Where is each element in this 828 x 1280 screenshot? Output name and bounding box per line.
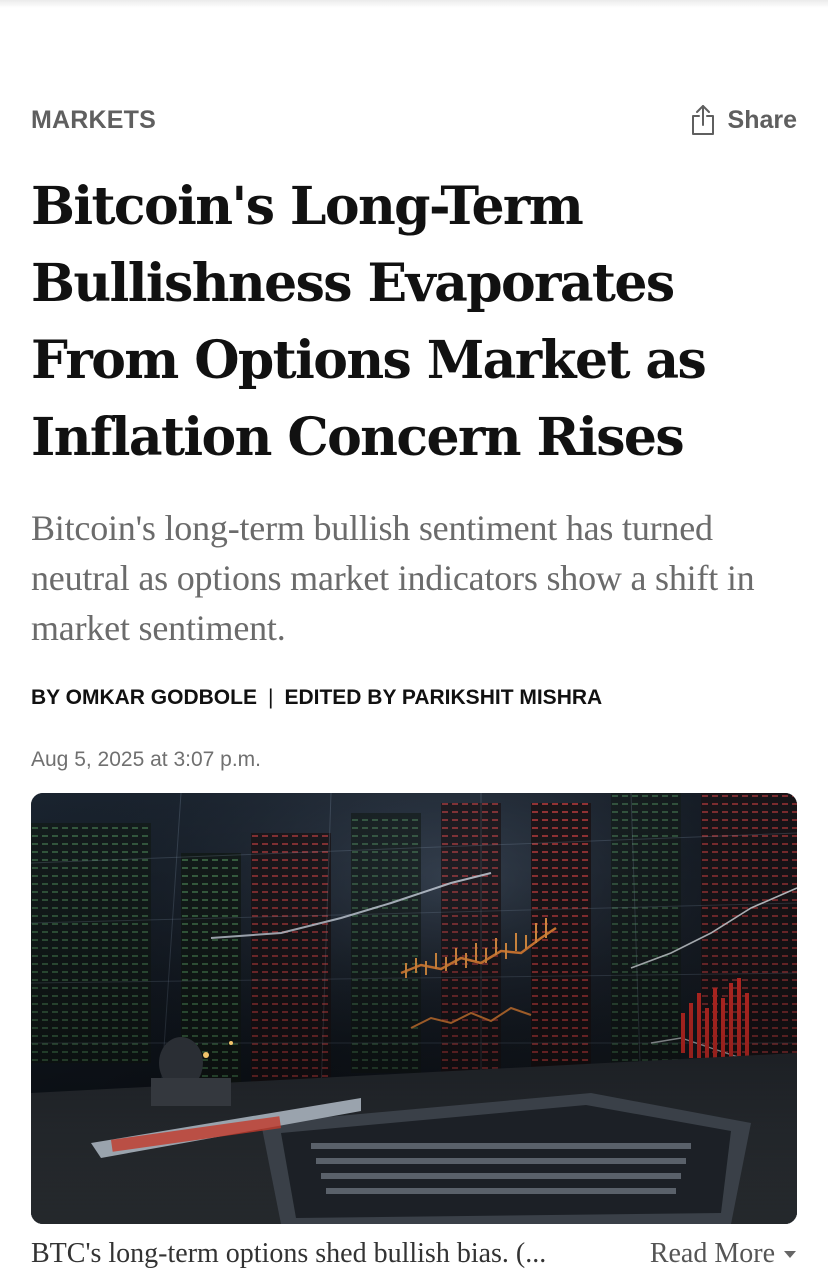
read-more-button[interactable]: Read More — [650, 1238, 797, 1270]
section-label[interactable]: MARKETS — [31, 105, 157, 134]
byline: BY OMKAR GODBOLE | EDITED BY PARIKSHIT M… — [31, 686, 801, 710]
share-label: Share — [727, 105, 797, 134]
author-byline[interactable]: BY OMKAR GODBOLE — [31, 686, 257, 709]
headline: Bitcoin's Long-Term Bullishness Evaporat… — [31, 176, 707, 468]
hero-image[interactable] — [31, 793, 797, 1224]
article-header: MARKETS Share — [31, 100, 797, 140]
share-button[interactable]: Share — [690, 104, 797, 136]
read-more-label: Read More — [649, 1238, 775, 1269]
editor-byline[interactable]: EDITED BY PARIKSHIT MISHRA — [284, 686, 603, 709]
top-shadow — [0, 0, 828, 8]
byline-separator: | — [267, 686, 274, 709]
image-caption: BTC's long-term options shed bullish bia… — [31, 1238, 547, 1269]
trading-screens-illustration — [31, 793, 797, 1224]
caret-down-icon — [784, 1251, 796, 1258]
share-icon — [691, 105, 714, 135]
image-caption-row: BTC's long-term options shed bullish bia… — [31, 1232, 797, 1276]
article-dek: Bitcoin's long-term bullish sentiment ha… — [31, 508, 755, 648]
publish-date: Aug 5, 2025 at 3:07 p.m. — [31, 748, 261, 771]
